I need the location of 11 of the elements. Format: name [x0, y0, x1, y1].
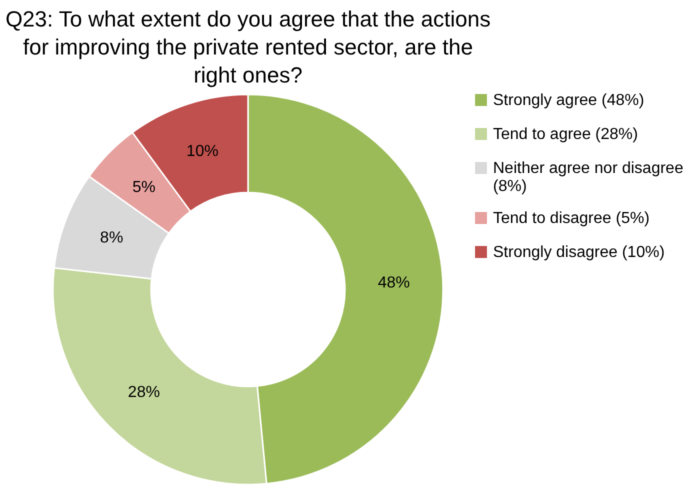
data-label: 28%: [128, 384, 160, 401]
legend-label: Tend to disagree (5%): [493, 210, 650, 227]
legend-label: Tend to agree (28%): [493, 126, 638, 143]
data-label: 48%: [378, 274, 410, 292]
data-label: 8%: [100, 229, 124, 246]
data-label: 5%: [132, 179, 156, 196]
data-label: 10%: [186, 142, 218, 160]
chart-title: Q23: To what extent do you agree that the actions for improving the private rented sector, are the right ones?: [5, 6, 491, 88]
legend-label: Strongly agree (48%): [493, 92, 644, 109]
legend-label: Neither agree nor disagree (8%): [493, 160, 684, 195]
legend-label: Strongly disagree (10%): [493, 244, 665, 261]
